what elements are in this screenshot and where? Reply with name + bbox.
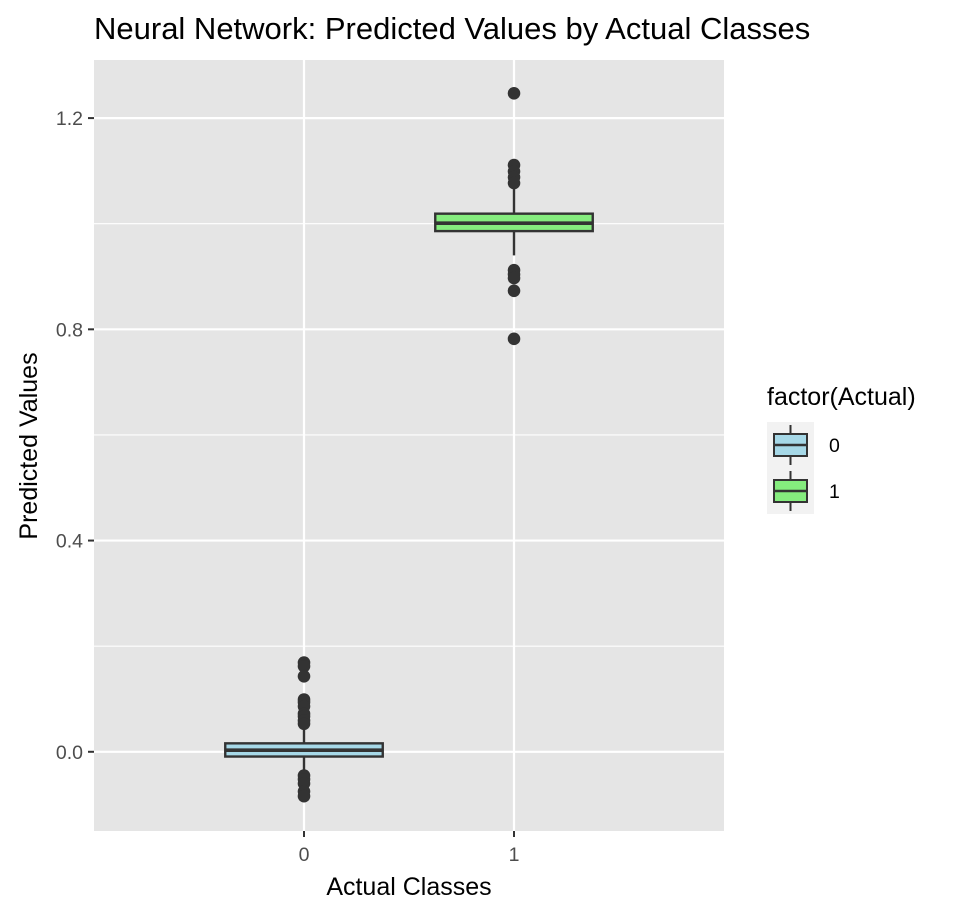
outlier-point bbox=[297, 789, 311, 803]
x-tick-label: 0 bbox=[299, 844, 310, 866]
x-tick-label: 1 bbox=[509, 844, 520, 866]
legend-key-0: 0 bbox=[773, 425, 840, 465]
outlier-point bbox=[507, 332, 521, 346]
legend: factor(Actual) 01 bbox=[767, 383, 916, 514]
box-group-0 bbox=[224, 656, 384, 803]
grid-lines bbox=[94, 60, 724, 831]
chart-title: Neural Network: Predicted Values by Actu… bbox=[94, 11, 810, 46]
legend-label: 1 bbox=[829, 481, 840, 503]
box-group-1 bbox=[434, 86, 594, 346]
outlier-point bbox=[297, 717, 311, 731]
outlier-point bbox=[507, 176, 521, 190]
outlier-point bbox=[507, 86, 521, 100]
axis-layer: 0.0 0.4 0.8 1.2 0 1 bbox=[56, 108, 520, 866]
legend-key-1: 1 bbox=[773, 471, 840, 511]
outlier-point bbox=[507, 271, 521, 285]
x-axis-title: Actual Classes bbox=[326, 873, 491, 901]
legend-title: factor(Actual) bbox=[767, 383, 916, 411]
y-tick-label: 0.0 bbox=[56, 742, 83, 764]
outlier-point bbox=[297, 659, 311, 673]
outlier-point bbox=[297, 669, 311, 683]
y-tick-label: 0.4 bbox=[56, 531, 83, 553]
y-tick-label: 1.2 bbox=[56, 108, 83, 130]
legend-label: 0 bbox=[829, 435, 840, 457]
y-axis-title: Predicted Values bbox=[15, 352, 43, 539]
plot-panel bbox=[94, 60, 724, 831]
outlier-point bbox=[507, 284, 521, 298]
legend-keys: 01 bbox=[773, 425, 840, 511]
box-layer bbox=[224, 86, 594, 803]
y-tick-label: 0.8 bbox=[56, 319, 83, 341]
